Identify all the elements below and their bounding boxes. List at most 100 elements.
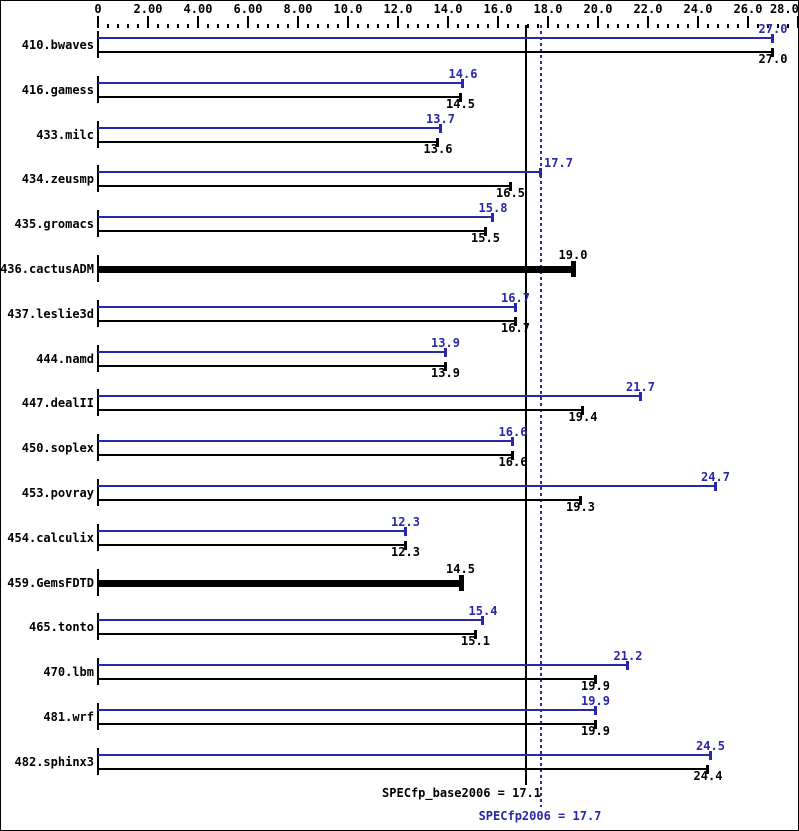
- x-axis-minor-tick: [567, 24, 569, 28]
- benchmark-name: 481.wrf: [43, 710, 94, 724]
- peak-bar: [98, 753, 711, 756]
- base-value: 13.9: [431, 365, 460, 380]
- row-baseline-tick: [97, 75, 99, 103]
- benchmark-name: 434.zeusmp: [21, 172, 94, 187]
- base-bar: [98, 51, 773, 53]
- peak-bar-cap: [443, 347, 447, 357]
- x-axis-minor-tick: [287, 24, 289, 28]
- x-axis-minor-tick: [577, 24, 579, 28]
- x-axis-tick-label: 22.0: [633, 2, 663, 16]
- row-baseline-tick: [97, 523, 99, 551]
- x-axis-minor-tick: [677, 24, 679, 28]
- x-axis-major-tick: [247, 16, 249, 28]
- benchmark-name: 444.namd: [36, 351, 94, 366]
- x-axis-minor-tick: [367, 24, 369, 28]
- base-value: 15.5: [471, 231, 500, 246]
- peak-bar: [98, 216, 493, 219]
- base-value: 19.0: [558, 248, 588, 262]
- base-bar: [98, 678, 596, 681]
- base-bar-cap: [403, 540, 407, 550]
- base-value: 16.5: [496, 186, 525, 201]
- peak-bar: [98, 37, 773, 39]
- x-axis-tick-label: 0: [94, 2, 102, 16]
- x-axis-minor-tick: [657, 24, 659, 28]
- x-axis-minor-tick: [507, 24, 509, 28]
- specfp-base2006-mean-label: SPECfp_base2006 = 17.1: [382, 786, 541, 800]
- peak-value: 15.4: [468, 604, 498, 619]
- benchmark-name: 437.leslie3d: [7, 306, 94, 321]
- x-axis-minor-tick: [767, 24, 769, 28]
- x-axis-minor-tick: [357, 24, 359, 28]
- row-baseline-tick: [97, 120, 99, 148]
- x-axis-minor-tick: [667, 24, 669, 28]
- peak-bar-cap: [708, 750, 712, 760]
- benchmark-name: 416.gamess: [21, 82, 94, 97]
- base-value: 19.4: [568, 410, 598, 425]
- benchmark-name: 433.milc: [36, 127, 94, 142]
- benchmark-name: 470.lbm: [43, 665, 94, 680]
- peak-value: 14.6: [448, 66, 478, 81]
- base-bar-cap: [593, 720, 597, 729]
- x-axis-minor-tick: [207, 24, 209, 28]
- base-bar-cap: [581, 406, 584, 416]
- peak-bar-cap: [771, 34, 774, 43]
- peak-value: 19.9: [581, 694, 610, 708]
- x-axis-minor-tick: [277, 24, 279, 28]
- base-bar-cap: [483, 227, 487, 237]
- x-axis-tick-label: 4.00: [183, 2, 213, 16]
- peak-value: 16.6: [498, 425, 528, 440]
- x-axis-minor-tick: [327, 24, 329, 28]
- x-axis-major-tick: [747, 16, 749, 28]
- peak-bar-cap: [511, 437, 514, 447]
- x-axis-minor-tick: [727, 24, 729, 28]
- peak-bar-cap: [438, 123, 442, 133]
- peak-bar: [98, 305, 516, 308]
- x-axis-minor-tick: [637, 24, 639, 28]
- x-axis-minor-tick: [307, 24, 309, 28]
- peak-value: 13.7: [426, 111, 455, 126]
- x-axis-major-tick: [197, 16, 199, 28]
- x-axis-minor-tick: [687, 24, 689, 28]
- base-bar: [98, 266, 573, 273]
- base-bar-cap: [571, 261, 576, 277]
- base-bar: [98, 499, 581, 501]
- x-axis-minor-tick: [537, 24, 539, 28]
- row-baseline-tick: [97, 210, 99, 238]
- x-axis-minor-tick: [607, 24, 609, 28]
- peak-value: 27.0: [758, 22, 788, 36]
- x-axis-minor-tick: [377, 24, 379, 28]
- benchmark-name: 450.soplex: [21, 441, 94, 456]
- base-bar-cap: [511, 451, 514, 461]
- x-axis-major-tick: [297, 16, 299, 28]
- x-axis-tick-label: 14.0: [433, 2, 463, 16]
- x-axis-minor-tick: [777, 24, 779, 28]
- peak-bar: [98, 529, 406, 532]
- x-axis-minor-tick: [237, 24, 239, 28]
- peak-value: 15.8: [478, 201, 508, 216]
- x-axis-minor-tick: [457, 24, 459, 28]
- x-axis-minor-tick: [707, 24, 709, 28]
- peak-bar-cap: [593, 706, 597, 715]
- base-value: 13.6: [423, 141, 453, 156]
- base-bar-cap: [513, 316, 517, 326]
- row-baseline-tick: [97, 747, 99, 775]
- x-axis-minor-tick: [787, 24, 789, 28]
- x-axis-minor-tick: [427, 24, 429, 28]
- peak-value: 17.7: [544, 156, 573, 171]
- x-axis-minor-tick: [557, 24, 559, 28]
- peak-value: 21.2: [613, 649, 643, 664]
- base-value: 15.1: [461, 634, 490, 649]
- peak-bar: [98, 664, 628, 667]
- benchmark-name: 435.gromacs: [14, 217, 94, 232]
- x-axis-major-tick: [397, 16, 399, 28]
- row-baseline-tick: [97, 344, 99, 372]
- x-axis-minor-tick: [187, 24, 189, 28]
- base-bar-cap: [443, 361, 447, 371]
- specfp2006-mean-label: SPECfp2006 = 17.7: [478, 809, 602, 823]
- x-axis-tick-label: 26.0: [733, 2, 763, 16]
- peak-bar: [98, 485, 716, 487]
- x-axis-tick-label: 12.0: [383, 2, 413, 16]
- x-axis-minor-tick: [267, 24, 269, 28]
- base-bar-cap: [771, 48, 774, 57]
